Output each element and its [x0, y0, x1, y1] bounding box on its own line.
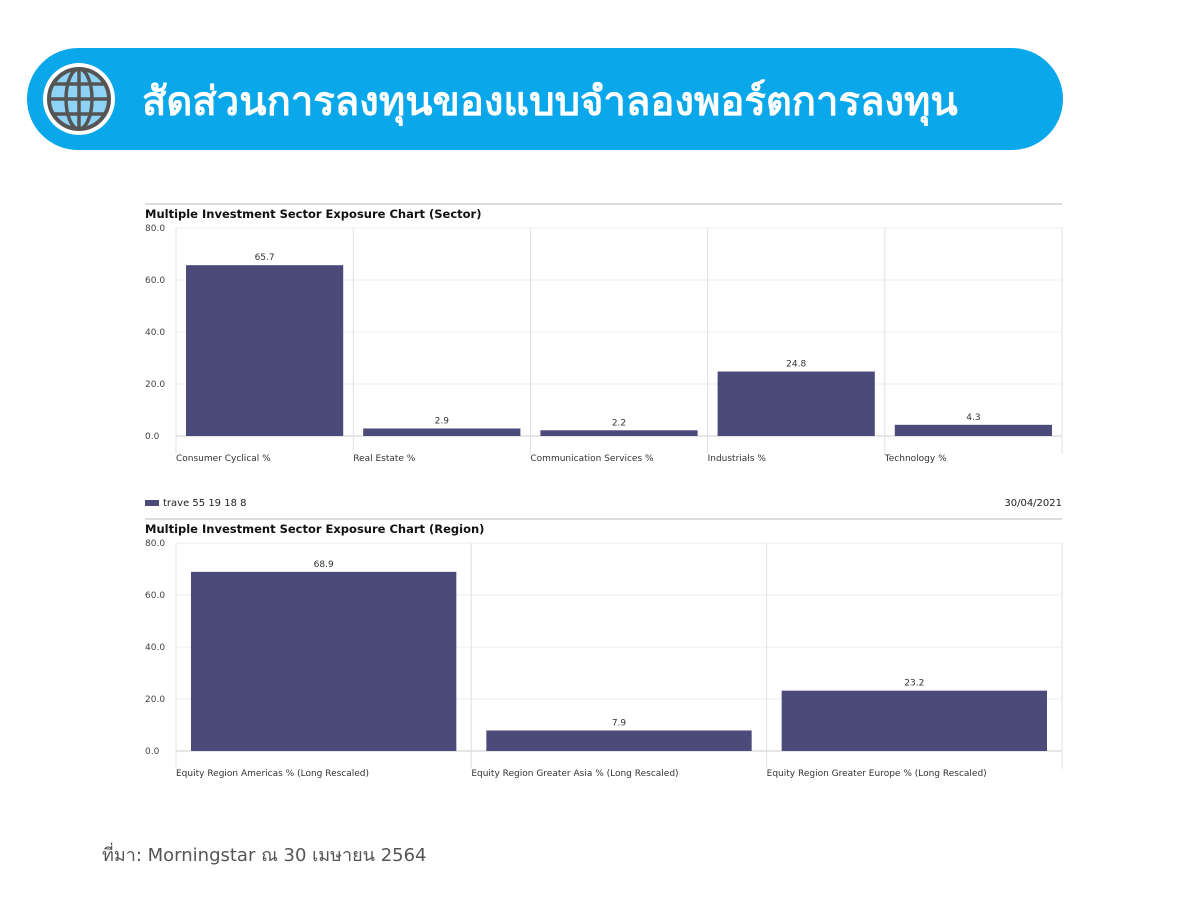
region-ytick-label: 60.0: [145, 591, 165, 601]
region-category-label: Equity Region Americas % (Long Rescaled): [176, 769, 369, 779]
sector-category-label: Communication Services %: [530, 454, 654, 464]
region-ytick-label: 80.0: [145, 539, 165, 549]
legend-label: trave 55 19 18 8: [163, 498, 247, 509]
region-ytick-label: 40.0: [145, 643, 165, 653]
sector-data-label: 2.9: [435, 416, 450, 426]
sector-bar: [540, 430, 698, 436]
sector-data-label: 4.3: [966, 413, 980, 423]
legend: trave 55 19 18 8: [145, 498, 246, 509]
sector-ytick-label: 40.0: [145, 328, 165, 338]
region-data-label: 68.9: [314, 560, 334, 570]
sector-data-label: 24.8: [786, 360, 806, 370]
region-ytick-label: 0.0: [145, 747, 160, 757]
sector-bar: [186, 265, 344, 436]
region-ytick-label: 20.0: [145, 695, 165, 705]
source-note: ที่มา: Morningstar ณ 30 เมษายน 2564: [102, 845, 427, 866]
sector-bar: [717, 371, 875, 436]
sector-category-label: Technology %: [884, 454, 947, 464]
region-bar: [191, 571, 457, 751]
legend-swatch: [145, 500, 159, 506]
sector-data-label: 2.2: [612, 418, 626, 428]
as-of-date: 30/04/2021: [1004, 498, 1062, 509]
sector-category-label: Consumer Cyclical %: [176, 454, 271, 464]
page-title: สัดส่วนการลงทุนของแบบจำลองพอร์ตการลงทุน: [142, 79, 958, 125]
sector-chart-title: Multiple Investment Sector Exposure Char…: [145, 207, 482, 221]
header-banner: [27, 48, 1063, 150]
sector-ytick-label: 60.0: [145, 276, 165, 286]
sector-ytick-label: 80.0: [145, 224, 165, 234]
sector-bar: [363, 428, 521, 436]
region-category-label: Equity Region Greater Europe % (Long Res…: [767, 769, 987, 779]
sector-category-label: Real Estate %: [353, 454, 416, 464]
sector-category-label: Industrials %: [708, 454, 767, 464]
region-data-label: 23.2: [904, 679, 924, 689]
region-chart-title: Multiple Investment Sector Exposure Char…: [145, 522, 485, 536]
region-category-label: Equity Region Greater Asia % (Long Resca…: [471, 769, 678, 779]
sector-data-label: 65.7: [255, 253, 275, 263]
sector-ytick-label: 20.0: [145, 380, 165, 390]
sector-ytick-label: 0.0: [145, 432, 160, 442]
region-data-label: 7.9: [612, 718, 627, 728]
globe-icon: [43, 63, 115, 135]
region-bar: [781, 690, 1047, 751]
region-bar: [486, 730, 752, 751]
sector-bar: [894, 424, 1052, 436]
